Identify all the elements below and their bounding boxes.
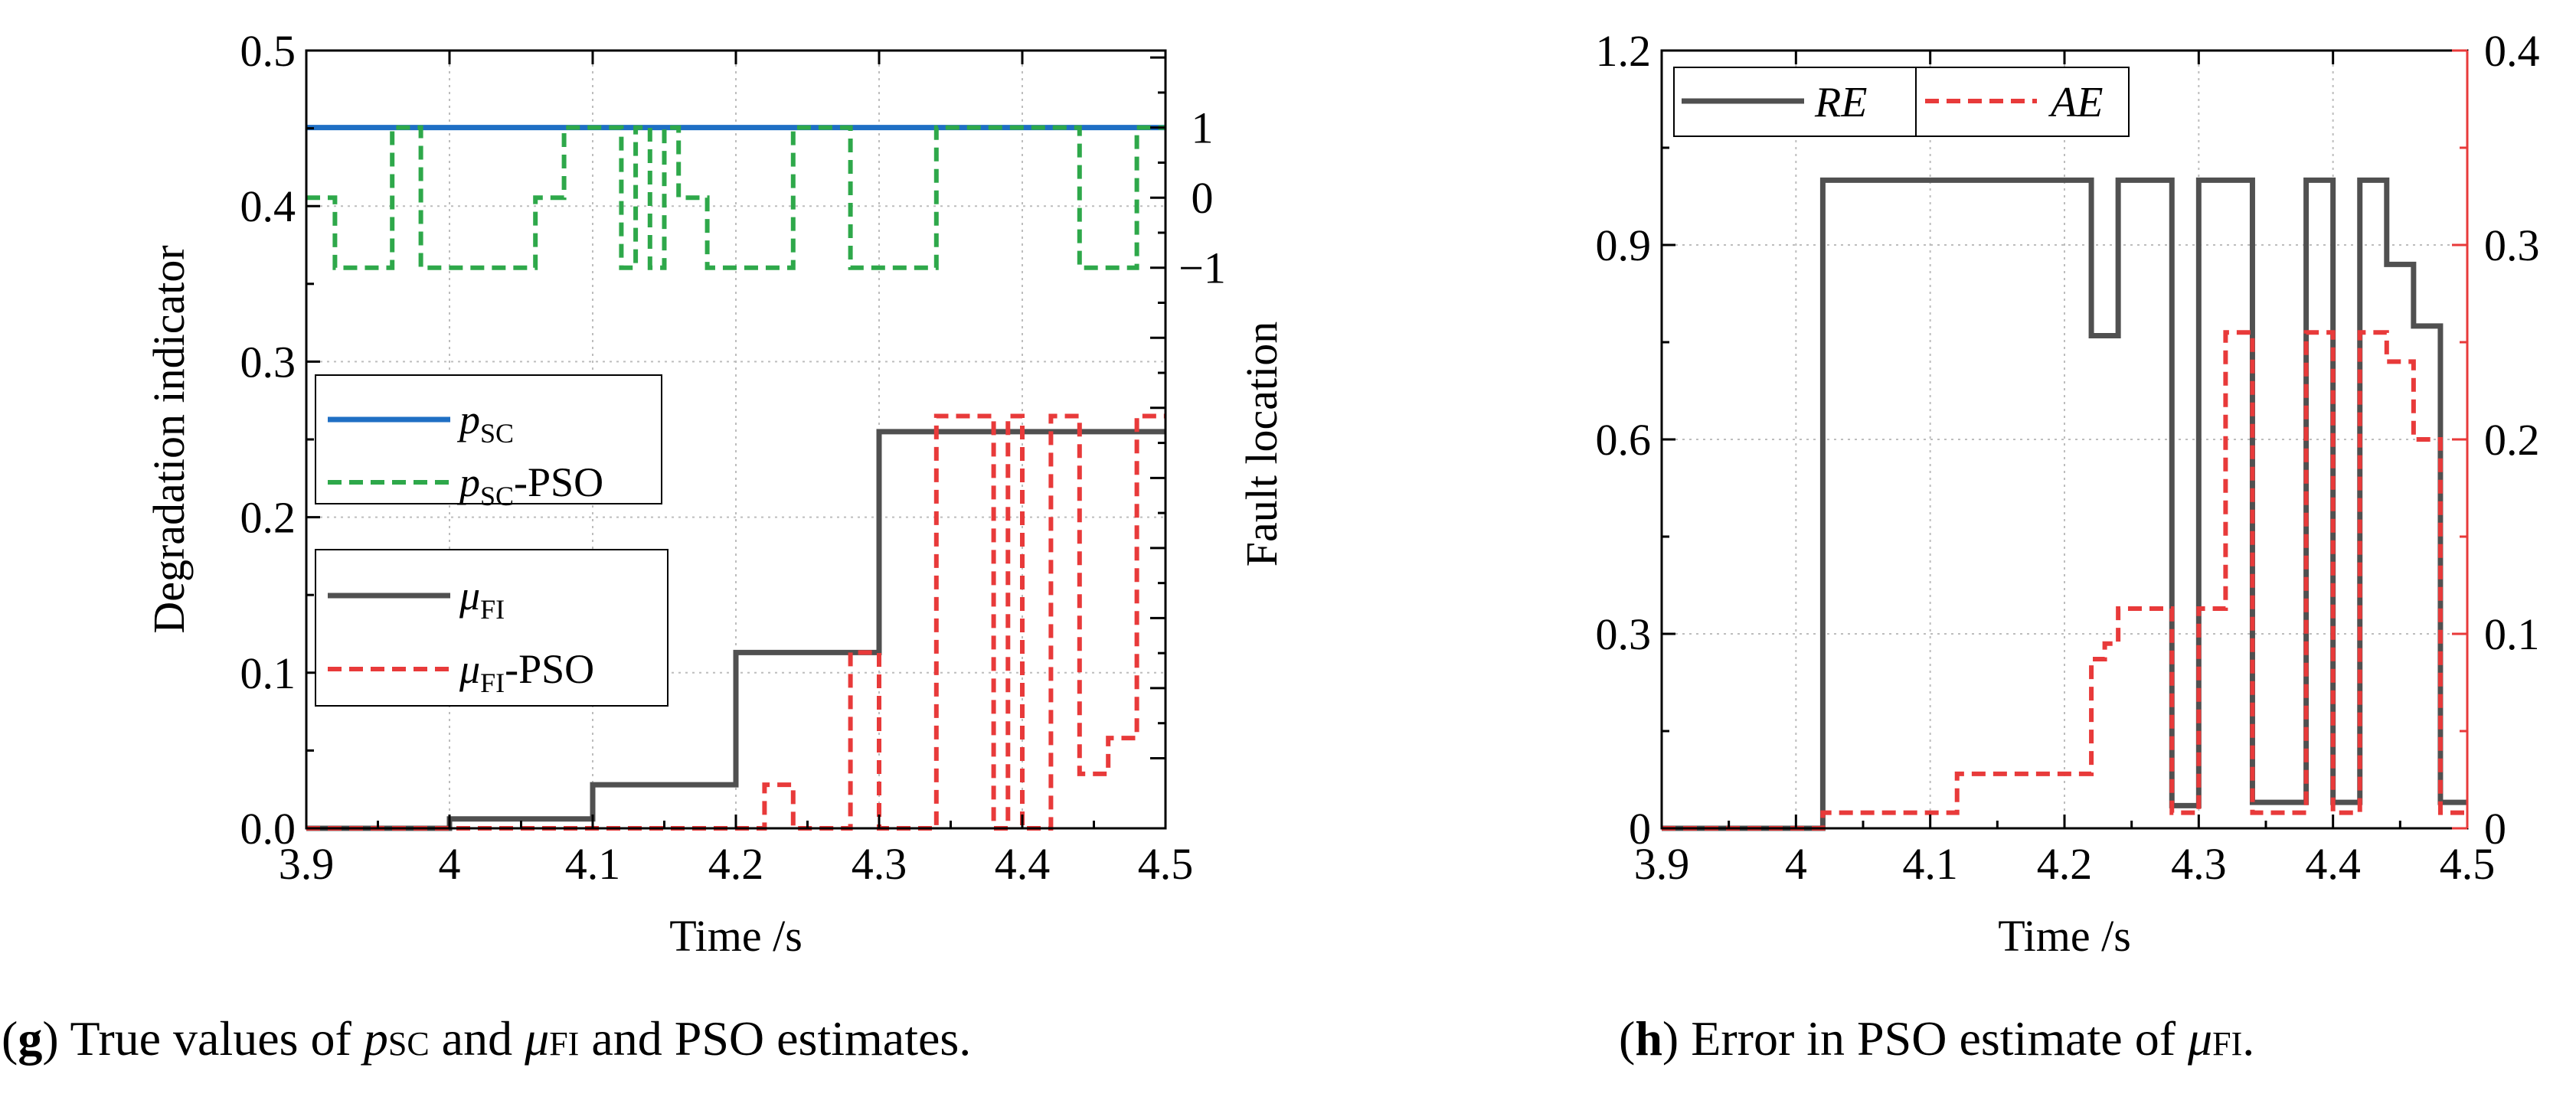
legend-label: μFI-PSO bbox=[459, 646, 594, 698]
caption-h: (h) Error in PSO estimate of μFI. bbox=[1619, 1011, 2255, 1066]
y-tick-label-left: 0.2 bbox=[240, 493, 296, 543]
x-tick-label: 4.3 bbox=[852, 839, 907, 889]
series-AE bbox=[1662, 330, 2467, 831]
y-tick-label-right: 0 bbox=[1192, 173, 1214, 223]
legend-label: AE bbox=[2048, 79, 2103, 126]
y-tick-label-left: 1.2 bbox=[1596, 26, 1652, 76]
caption-g-letter: g bbox=[18, 1011, 43, 1066]
legend-box bbox=[315, 549, 669, 707]
x-tick-label: 4.4 bbox=[2305, 839, 2361, 889]
y-tick-label-right: 0 bbox=[2484, 804, 2506, 854]
y-tick-label-left: 0.3 bbox=[240, 337, 296, 387]
x-axis-label: Time /s bbox=[1998, 911, 2131, 961]
y-tick-label-left: 0.1 bbox=[240, 648, 296, 698]
legend-label: pSC bbox=[456, 397, 514, 449]
x-tick-label: 4.2 bbox=[708, 839, 764, 889]
caption-h-letter: h bbox=[1635, 1011, 1662, 1066]
x-tick-label: 4 bbox=[439, 839, 461, 889]
chart-h: 3.9 4 4.1 4.2 4.3 4.4 4.5 Time /s 0 0.3 0.6 0.9 1.2 0… bbox=[1596, 26, 2540, 961]
series-pSC-PSO bbox=[306, 125, 1165, 270]
x-tick-label: 4.2 bbox=[2037, 839, 2093, 889]
y-tick-label-left: 0.3 bbox=[1596, 609, 1652, 659]
y-tick-label-left: 0.9 bbox=[1596, 220, 1652, 270]
x-tick-label: 3.9 bbox=[1634, 839, 1690, 889]
y-tick-label-right: 0.1 bbox=[2484, 609, 2540, 659]
y-tick-label-left: 0.4 bbox=[240, 181, 296, 231]
y-tick-label-right: 1 bbox=[1192, 103, 1214, 153]
y-tick-label-right: 0.2 bbox=[2484, 415, 2540, 465]
x-tick-label: 4.3 bbox=[2171, 839, 2227, 889]
legend-label: RE bbox=[1814, 79, 1867, 126]
caption-g: (g) True values of pSC and μFI and PSO e… bbox=[2, 1011, 972, 1066]
y-tick-label-left: 0.0 bbox=[240, 804, 296, 854]
y-axis-label-left: Degradation indicator bbox=[144, 245, 194, 633]
y-tick-label-left: 0.5 bbox=[240, 26, 296, 76]
y-tick-label-right: 0.4 bbox=[2484, 26, 2540, 76]
legend-label: pSC-PSO bbox=[456, 459, 603, 511]
x-tick-label: 4.5 bbox=[2440, 839, 2496, 889]
x-tick-label: 4.4 bbox=[995, 839, 1051, 889]
y-tick-label-right: 0.3 bbox=[2484, 220, 2540, 270]
legend-label: μFI bbox=[459, 573, 505, 625]
x-tick-label: 3.9 bbox=[279, 839, 335, 889]
series-RE bbox=[1662, 177, 2467, 831]
chart-g: 3.9 4 4.1 4.2 4.3 4.4 4.5 Time /s 0.0 0.1 0.2 0.3 0.… bbox=[144, 26, 1286, 961]
plot-frame bbox=[1660, 49, 2469, 830]
x-tick-label: 4.5 bbox=[1138, 839, 1194, 889]
x-axis-label: Time /s bbox=[669, 911, 803, 961]
y-tick-label-right: −1 bbox=[1178, 243, 1226, 293]
y-tick-label-left: 0 bbox=[1629, 804, 1651, 854]
y-tick-label-left: 0.6 bbox=[1596, 415, 1652, 465]
x-tick-label: 4.1 bbox=[1902, 839, 1958, 889]
x-tick-label: 4 bbox=[1785, 839, 1807, 889]
y-axis-label-right: Fault location bbox=[1237, 322, 1286, 567]
x-tick-label: 4.1 bbox=[565, 839, 621, 889]
